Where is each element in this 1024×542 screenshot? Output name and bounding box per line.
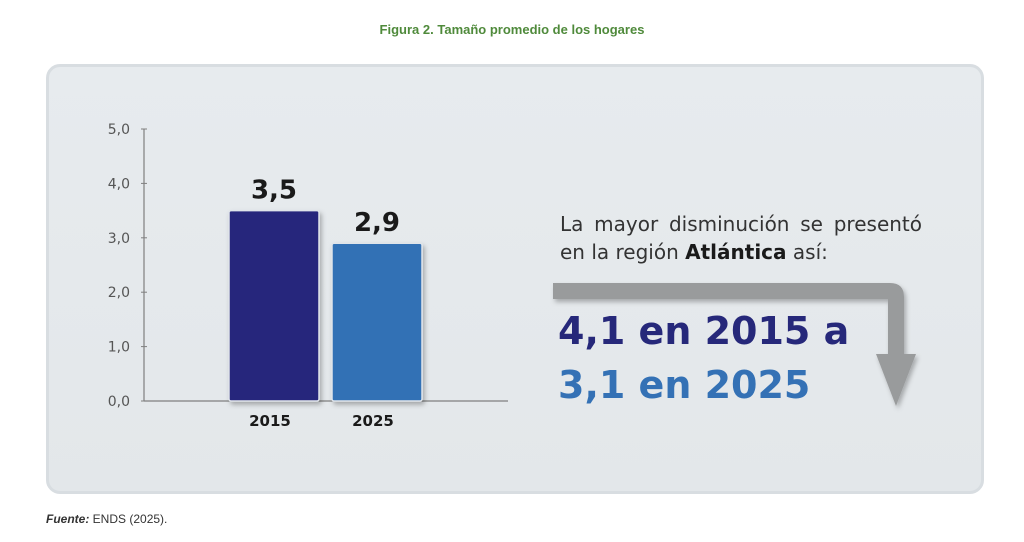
y-tick-label: 4,0 [108, 176, 130, 192]
source-note: Fuente: ENDS (2025). [46, 512, 167, 526]
down-arrow-icon [553, 283, 916, 406]
bar-2015 [228, 209, 320, 402]
value-label: 2,9 [354, 208, 400, 238]
bar-rect [331, 242, 423, 402]
bar-2025 [331, 242, 423, 402]
callout-text-before: La mayor disminución se presentó en la r… [560, 212, 922, 264]
figure-label: Figura 2. [379, 22, 434, 37]
y-tick-label: 0,0 [108, 394, 130, 410]
callout-text-after: así: [786, 240, 828, 264]
x-tick-label: 2015 [249, 412, 291, 430]
figure-panel [46, 64, 984, 494]
y-tick-label: 3,0 [108, 231, 130, 247]
source-text: ENDS (2025). [89, 512, 168, 526]
callout-region: Atlántica [685, 240, 787, 264]
y-tick-label: 5,0 [108, 122, 130, 138]
figure-title: Figura 2. Tamaño promedio de los hogares [0, 22, 1024, 37]
callout-line-2015: 4,1 en 2015 a [558, 309, 850, 353]
y-tick-label: 2,0 [108, 285, 130, 301]
figure-title-text: Tamaño promedio de los hogares [437, 22, 645, 37]
y-tick-label: 1,0 [108, 340, 130, 356]
x-tick-label: 2025 [352, 412, 394, 430]
source-label: Fuente: [46, 512, 90, 526]
value-label: 3,5 [251, 176, 297, 206]
callout-text: La mayor disminución se presentó en la r… [560, 210, 922, 266]
bar-rect [228, 209, 320, 402]
callout-line-2025: 3,1 en 2025 [558, 363, 811, 407]
